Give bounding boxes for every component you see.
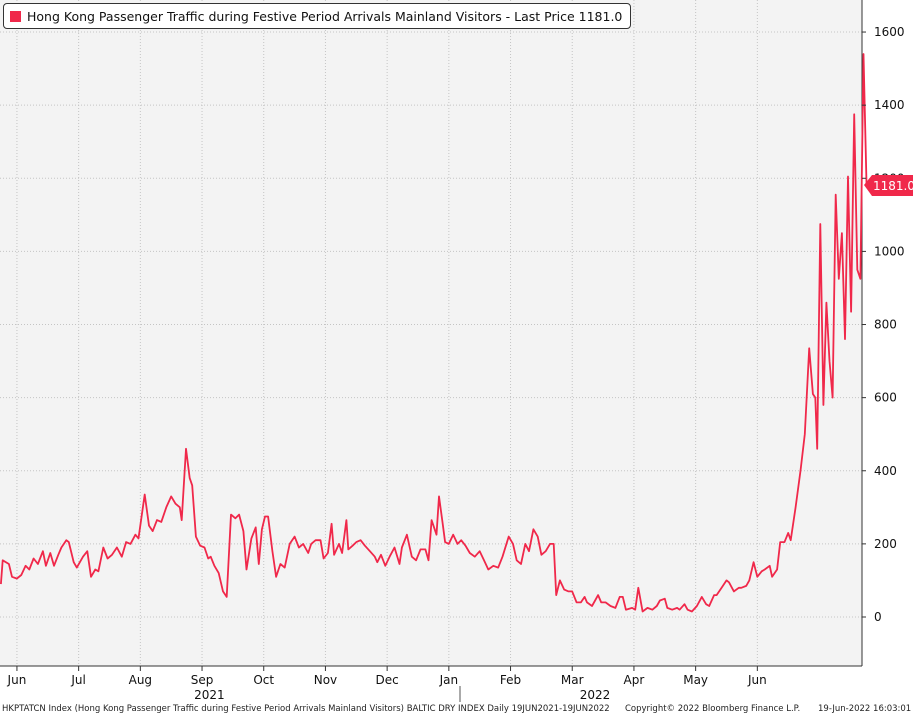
x-tick-label: Aug <box>129 673 152 687</box>
x-tick-label: Nov <box>314 673 337 687</box>
series-line <box>0 53 868 613</box>
plot-area <box>0 0 862 666</box>
x-tick-label: Sep <box>191 673 214 687</box>
y-tick-label: 1000 <box>874 244 905 258</box>
last-price-tag: 1181.0 <box>864 175 913 196</box>
x-tick-label: Jun <box>7 673 27 687</box>
grid <box>0 0 862 666</box>
x-tick-label: Jun <box>747 673 767 687</box>
y-tick-label: 1400 <box>874 98 905 112</box>
y-tick-label: 1600 <box>874 25 905 39</box>
x-tick-label: Jan <box>439 673 459 687</box>
y-tick-label: 200 <box>874 537 897 551</box>
y-tick-label: 400 <box>874 464 897 478</box>
x-year-label: 2021 <box>194 688 225 702</box>
x-tick-label: Feb <box>500 673 521 687</box>
footer-copyright: Copyright© 2022 Bloomberg Finance L.P. <box>625 704 801 714</box>
footer-description: HKPTATCN Index (Hong Kong Passenger Traf… <box>2 704 610 714</box>
series-layer <box>0 53 868 613</box>
legend-swatch <box>10 10 21 22</box>
x-tick-label: Mar <box>561 673 584 687</box>
y-axis: 02004006008001000120014001600 <box>862 25 905 624</box>
last-price-label: 1181.0 <box>873 179 913 193</box>
x-tick-label: Dec <box>376 673 399 687</box>
x-tick-label: May <box>683 673 708 687</box>
y-tick-label: 600 <box>874 391 897 405</box>
x-year-label: 2022 <box>580 688 611 702</box>
legend: Hong Kong Passenger Traffic during Festi… <box>3 3 632 29</box>
x-tick-label: Apr <box>624 673 645 687</box>
footer-timestamp: 19-Jun-2022 16:03:01 <box>818 704 912 714</box>
y-tick-label: 800 <box>874 318 897 332</box>
x-tick-label: Oct <box>253 673 274 687</box>
x-tick-label: Jul <box>70 673 85 687</box>
last-price-tag-shape <box>864 175 913 196</box>
y-tick-label: 0 <box>874 610 882 624</box>
x-axis: Jun Jul Aug Sep Oct Nov Dec Jan Feb Mar Apr May Jun 2… <box>7 666 767 702</box>
legend-label: Hong Kong Passenger Traffic during Festi… <box>27 8 623 24</box>
